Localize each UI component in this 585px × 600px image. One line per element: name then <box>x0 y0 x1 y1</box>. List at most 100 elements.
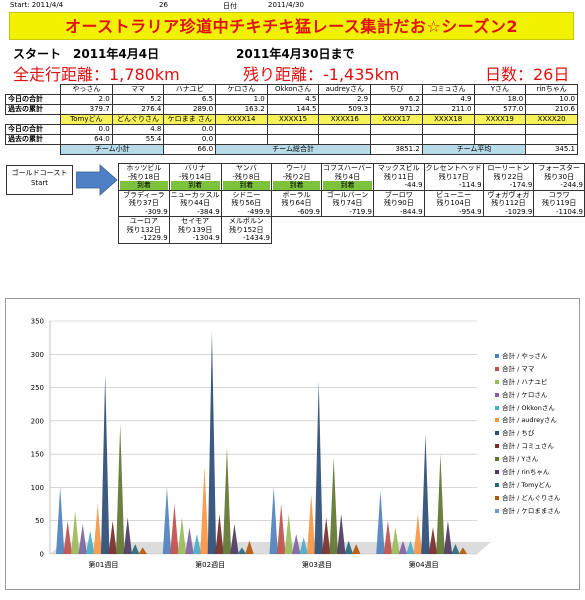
score-cell <box>6 85 61 95</box>
chart-spike <box>185 527 194 554</box>
x-tick-label: 第02週目 <box>195 560 225 569</box>
route-stop: ニューカッスル 残り44日 -384.9 <box>168 189 222 217</box>
legend-swatch <box>495 457 499 462</box>
chart-spike <box>458 547 468 554</box>
route-stop: コラワ 残り119日 -1104.9 <box>533 189 585 217</box>
current-date: 2011/4/30 <box>268 1 304 9</box>
score-row: 過去の累計 379.7 276.4 289.0 163.2 144.5 509.3 971.2… <box>5 104 578 115</box>
legend-swatch <box>495 405 499 410</box>
chart-spike <box>322 517 331 554</box>
stop-days: 残り11日 <box>383 172 414 181</box>
y-tick-label: 250 <box>31 384 44 392</box>
route-stop: バリナ -残り14日 到着 <box>168 163 222 191</box>
today-value: 1.0 <box>215 94 268 105</box>
chart-spike <box>398 540 408 554</box>
stop-name: マックスビル <box>377 164 420 172</box>
y-tick-label: 150 <box>31 451 44 459</box>
route-stop: フォースター 残り30日 -244.9 <box>533 163 585 191</box>
chart-legend: 合計 / やっさん 合計 / ママ 合計 / ハナユピ 合計 / ケロさん 合計 / O… <box>495 350 560 518</box>
route-stop: ブーロワ 残り90日 -844.9 <box>372 189 425 217</box>
legend-label: 合計 / audreyさん <box>502 416 557 425</box>
chart-spike <box>56 487 65 554</box>
member-name: rinちゃん <box>525 84 578 95</box>
chart-spike <box>170 504 179 554</box>
stop-name: ホッツビル <box>126 164 162 172</box>
past-label: 過去の累計 <box>5 104 61 115</box>
stop-name: フォースター <box>538 164 580 172</box>
legend-label: 合計 / Okkonさん <box>502 403 555 412</box>
legend-swatch <box>495 482 499 487</box>
stop-days: 残り74日 <box>332 199 363 207</box>
member-name: ちび <box>370 84 423 95</box>
chart-spike <box>71 510 80 554</box>
legend-swatch <box>495 470 499 475</box>
chart-spike <box>344 540 353 554</box>
score-row: 過去の累計 64.0 55.4 0.0 <box>5 134 578 145</box>
past-value: 379.7 <box>60 104 113 115</box>
legend-item: 合計 / Okkonさん <box>495 402 560 415</box>
legend-item: 合計 / ハナユピ <box>495 376 560 389</box>
stop-days: 残り17日 <box>438 172 469 181</box>
chart-spike <box>162 487 172 554</box>
start-label: Start: 2011/4/4 <box>10 1 64 9</box>
past-value: 289.0 <box>163 104 217 115</box>
chart-spike <box>428 527 438 554</box>
today-value: 10.0 <box>525 94 578 105</box>
legend-swatch <box>495 379 499 384</box>
past-value: 211.0 <box>421 104 475 115</box>
stop-name: ビューニー <box>436 190 472 199</box>
legend-label: 合計 / どんぐりさん <box>502 493 561 502</box>
legend-label: 合計 / ケロさん <box>502 390 548 399</box>
remaining-distance: 残り距離：-1,435km <box>243 65 400 84</box>
start-city: ゴールドコースト <box>11 169 68 177</box>
stop-days: 残り30日 <box>544 172 575 181</box>
chart-spike <box>116 424 125 554</box>
team-subtotal-label: チーム小計 <box>59 144 165 155</box>
legend-item: 合計 / Yさん <box>495 453 560 466</box>
legend-label: 合計 / ハナユピ <box>502 377 548 386</box>
chart-spike <box>436 454 445 554</box>
chart-spike <box>443 520 453 554</box>
today-value: 4.9 <box>421 94 475 105</box>
member-name: XXXX18 <box>421 114 475 125</box>
chart-spike <box>93 504 102 554</box>
chart-spike <box>200 467 209 554</box>
today-value: 6.2 <box>370 94 423 105</box>
stop-distance: -1104.9 <box>555 207 583 216</box>
legend-item: 合計 / audreyさん <box>495 414 560 427</box>
chart-spike <box>108 520 117 554</box>
chart-spike <box>245 540 254 554</box>
stop-name: ユーロア <box>129 217 158 225</box>
stop-name: ヴォガヴォガ <box>487 190 530 199</box>
member-name: コミュさん <box>421 84 475 95</box>
member-name: ママ <box>111 84 165 95</box>
legend-item: 合計 / ママ <box>495 363 560 376</box>
stop-distance: -609.9 <box>297 207 321 216</box>
member-name: XXXX19 <box>473 114 527 125</box>
start-date-text: スタート 2011年4月4日 <box>13 47 160 61</box>
score-table: やっさん ママ ハナユピ ケロさん Okkonさん audreyさん ちび コミュさん Yさん r… <box>5 84 578 155</box>
past-value: 210.6 <box>525 104 578 115</box>
y-tick-label: 350 <box>31 318 44 326</box>
stop-name: ブラディーラ <box>123 190 165 199</box>
route-stop: ビューニー 残り104日 -954.9 <box>423 189 484 217</box>
stop-name: コラワ <box>548 190 570 199</box>
stop-days: 残り132日 <box>126 225 162 234</box>
legend-label: 合計 / ちび <box>502 429 535 438</box>
stop-name: コフスハーバー <box>323 164 372 172</box>
date-label: 日付 <box>223 2 237 10</box>
score-cell <box>6 115 61 125</box>
legend-item: 合計 / やっさん <box>495 350 560 363</box>
chart-spike <box>63 520 72 554</box>
y-tick-label: 100 <box>31 484 44 492</box>
route-stop: ユーロア 残り132日 -1229.9 <box>118 216 170 244</box>
chart-spike <box>123 517 132 554</box>
stop-status: -44.9 <box>404 181 423 189</box>
today-value: 4.8 <box>111 124 165 135</box>
chart-spike <box>222 447 232 554</box>
stop-status: 到着 <box>323 181 372 190</box>
today-value <box>215 124 268 135</box>
past-value <box>525 134 578 145</box>
today-value <box>421 124 475 135</box>
today-value <box>370 124 423 135</box>
